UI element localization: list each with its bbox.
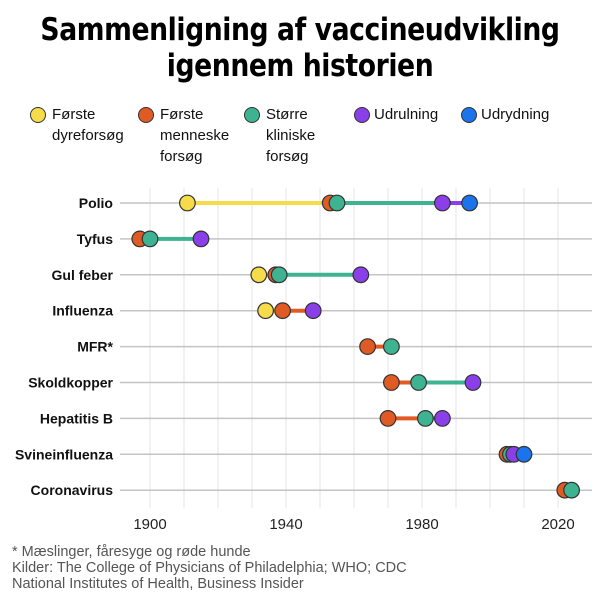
legend-swatch-animal — [30, 107, 46, 123]
point-eradication — [461, 194, 479, 212]
point-human — [359, 338, 377, 356]
row-label: Hepatitis B — [40, 410, 113, 426]
point-animal — [178, 194, 196, 212]
point-clinical — [141, 230, 159, 248]
chart-title-line1: Sammenligning af vaccineudvikling — [40, 12, 560, 48]
row-label: Skoldkopper — [28, 375, 113, 391]
legend-swatch-eradication — [461, 107, 477, 123]
point-rollout — [434, 194, 451, 212]
footnote-2: Kilder: The College of Physicians of Phi… — [12, 560, 407, 576]
point-rollout — [192, 230, 210, 248]
row-label: Svineinfluenza — [15, 446, 113, 462]
point-clinical — [270, 266, 288, 284]
footnote-3: National Institutes of Health, Business … — [12, 576, 304, 592]
point-clinical — [563, 481, 580, 499]
x-tick-label: 1900 — [133, 516, 166, 533]
row-label: MFR* — [77, 339, 113, 355]
legend-label-animal: Første dyreforsøg — [52, 106, 124, 144]
x-tick-label: 1980 — [405, 516, 438, 533]
legend-label-clinical: Større kliniske forsøg — [266, 106, 316, 165]
row-label: Influenza — [52, 303, 113, 319]
point-clinical — [328, 194, 346, 212]
legend-label-eradication: Udrydning — [481, 106, 550, 123]
point-rollout — [352, 266, 370, 284]
chart-title-line2: igennem historien — [166, 48, 434, 84]
row-label: Polio — [79, 195, 113, 211]
x-tick-label: 1940 — [269, 516, 302, 533]
point-human — [274, 302, 292, 320]
row-label: Tyfus — [77, 231, 114, 247]
legend-swatch-clinical — [244, 107, 260, 123]
legend-label-rollout: Udrulning — [374, 106, 439, 123]
point-clinical — [383, 338, 400, 356]
row-label: Gul feber — [52, 267, 114, 283]
point-eradication — [515, 445, 533, 463]
point-clinical — [417, 410, 434, 427]
point-animal — [257, 302, 275, 320]
point-clinical — [410, 374, 428, 391]
point-animal — [250, 266, 268, 284]
point-rollout — [464, 374, 482, 391]
point-human — [379, 410, 397, 427]
legend-label-human: Første menneske forsøg — [160, 106, 230, 165]
footnote-1: * Mæslinger, fåresyge og røde hunde — [12, 544, 251, 560]
point-human — [383, 374, 400, 391]
row-label: Coronavirus — [31, 482, 114, 498]
point-rollout — [304, 302, 322, 320]
legend-swatch-human — [138, 107, 154, 123]
point-rollout — [434, 410, 451, 427]
legend-swatch-rollout — [354, 107, 370, 123]
x-tick-label: 2020 — [541, 516, 574, 533]
